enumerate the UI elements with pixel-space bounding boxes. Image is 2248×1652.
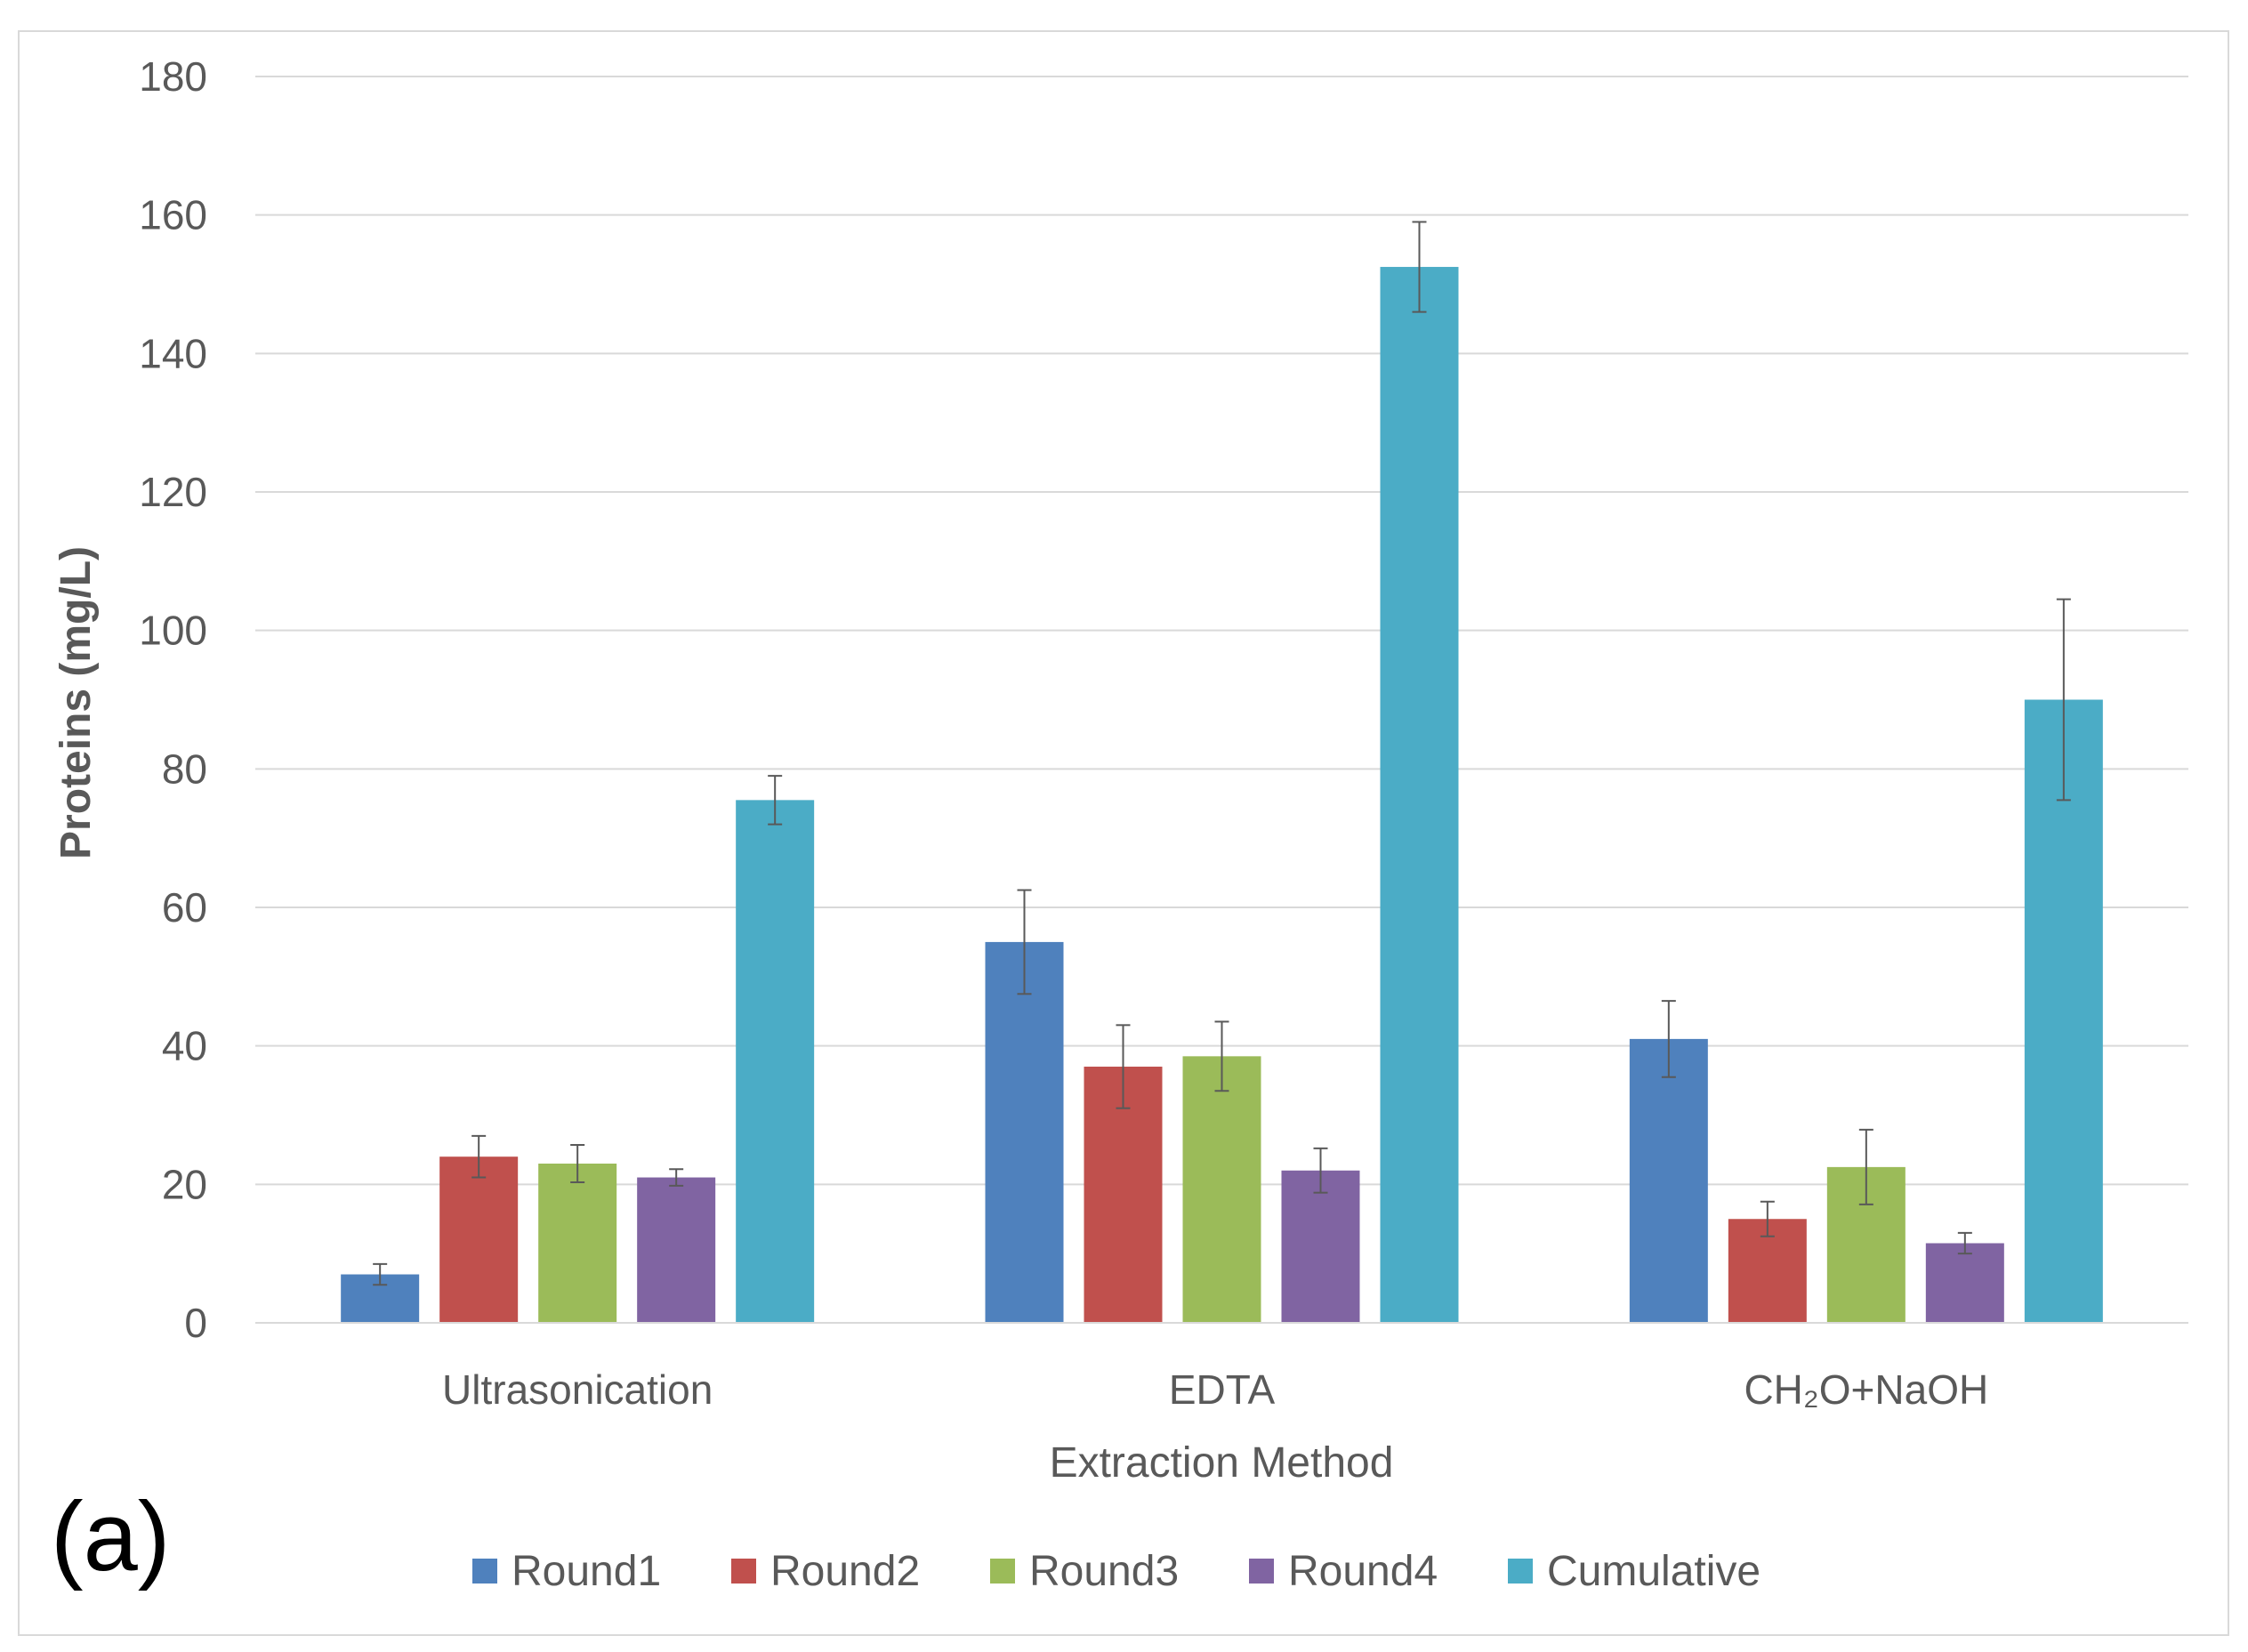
y-tick-label: 40 — [162, 1023, 207, 1069]
bar-round3 — [538, 1163, 617, 1323]
bar-round4 — [1925, 1243, 2004, 1323]
bar-round2 — [1084, 1067, 1163, 1323]
y-tick-label: 60 — [162, 884, 207, 931]
bar-round4 — [1281, 1170, 1360, 1323]
legend-swatch-round4 — [1249, 1559, 1274, 1584]
y-tick-label: 100 — [139, 608, 207, 654]
bar-round1 — [985, 941, 1064, 1323]
legend-label: Round3 — [1029, 1548, 1179, 1595]
bar-cumulative — [2024, 699, 2103, 1323]
y-axis-title: Proteins (mg/L) — [52, 546, 100, 859]
bar-round3 — [1182, 1056, 1261, 1323]
y-tick-label: 140 — [139, 330, 207, 376]
x-category-label: Ultrasonication — [442, 1366, 713, 1413]
legend-swatch-round3 — [990, 1559, 1015, 1584]
legend-swatch-round1 — [472, 1559, 497, 1584]
legend-swatch-cumulative — [1508, 1559, 1533, 1584]
bars — [341, 267, 2103, 1324]
x-category-label: CH₂O+NaOH — [1744, 1366, 1988, 1413]
bar-cumulative — [736, 800, 815, 1323]
x-axis-categories: Ultrasonication EDTA CH₂O+NaOH — [442, 1366, 1988, 1413]
error-bars — [373, 221, 2071, 1286]
chart-frame — [18, 30, 2229, 1636]
bar-cumulative — [1380, 267, 1459, 1324]
y-tick-label: 80 — [162, 745, 207, 792]
gridlines — [255, 76, 2188, 1186]
bar-round4 — [637, 1177, 716, 1323]
legend-label: Round1 — [512, 1548, 661, 1595]
y-tick-label: 180 — [139, 53, 207, 100]
bar-round1 — [1629, 1038, 1708, 1323]
x-axis-title: Extraction Method — [1050, 1439, 1394, 1487]
y-tick-label: 120 — [139, 469, 207, 515]
panel-label: (a) — [51, 1482, 170, 1592]
bar-round2 — [439, 1156, 519, 1323]
legend-label: Cumulative — [1547, 1548, 1761, 1595]
legend-swatch-round2 — [731, 1559, 756, 1584]
legend: Round1 Round2 Round3 Round4 Cumulative — [472, 1548, 1761, 1595]
legend-label: Round4 — [1288, 1548, 1438, 1595]
y-tick-label: 0 — [184, 1300, 207, 1346]
y-axis-ticks: 0 20 40 60 80 100 120 140 160 180 — [139, 53, 207, 1346]
y-tick-label: 160 — [139, 192, 207, 238]
y-tick-label: 20 — [162, 1161, 207, 1207]
legend-label: Round2 — [770, 1548, 920, 1595]
x-category-label: EDTA — [1169, 1366, 1276, 1413]
